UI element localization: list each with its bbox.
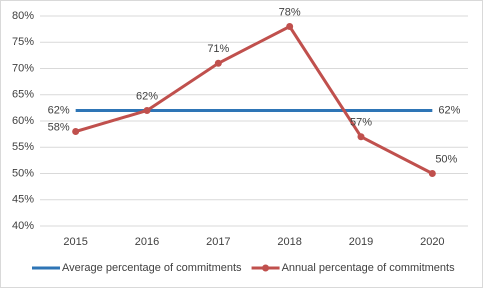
legend-label: Average percentage of commitments — [62, 262, 242, 274]
y-tick-label: 50% — [12, 167, 34, 179]
legend-marker — [262, 264, 270, 272]
x-tick-label: 2019 — [349, 236, 373, 248]
data-label: 50% — [435, 153, 457, 165]
y-tick-label: 45% — [12, 194, 34, 206]
y-tick-label: 70% — [12, 62, 34, 74]
y-tick-label: 40% — [12, 220, 34, 232]
y-tick-label: 65% — [12, 89, 34, 101]
x-tick-label: 2020 — [420, 236, 444, 248]
y-tick-label: 60% — [12, 115, 34, 127]
legend-label: Annual percentage of commitments — [282, 262, 456, 274]
x-tick-label: 2015 — [63, 236, 87, 248]
x-tick-label: 2018 — [277, 236, 301, 248]
x-tick-label: 2017 — [206, 236, 230, 248]
data-label: 78% — [279, 6, 301, 18]
series-line — [75, 24, 434, 175]
data-label: 71% — [207, 43, 229, 55]
y-tick-label: 75% — [12, 36, 34, 48]
data-point — [143, 107, 151, 114]
data-label: 62% — [438, 104, 460, 116]
data-label: 62% — [136, 90, 158, 102]
y-tick-label: 55% — [12, 141, 34, 153]
data-point — [72, 128, 80, 135]
data-point — [357, 133, 365, 141]
y-tick-label: 80% — [12, 10, 34, 22]
data-label: 57% — [350, 117, 372, 129]
data-point — [214, 59, 222, 67]
data-point — [286, 23, 294, 30]
data-label: 58% — [48, 121, 70, 133]
data-label: 62% — [48, 104, 70, 116]
x-tick-label: 2016 — [135, 236, 159, 248]
data-point — [428, 170, 436, 177]
